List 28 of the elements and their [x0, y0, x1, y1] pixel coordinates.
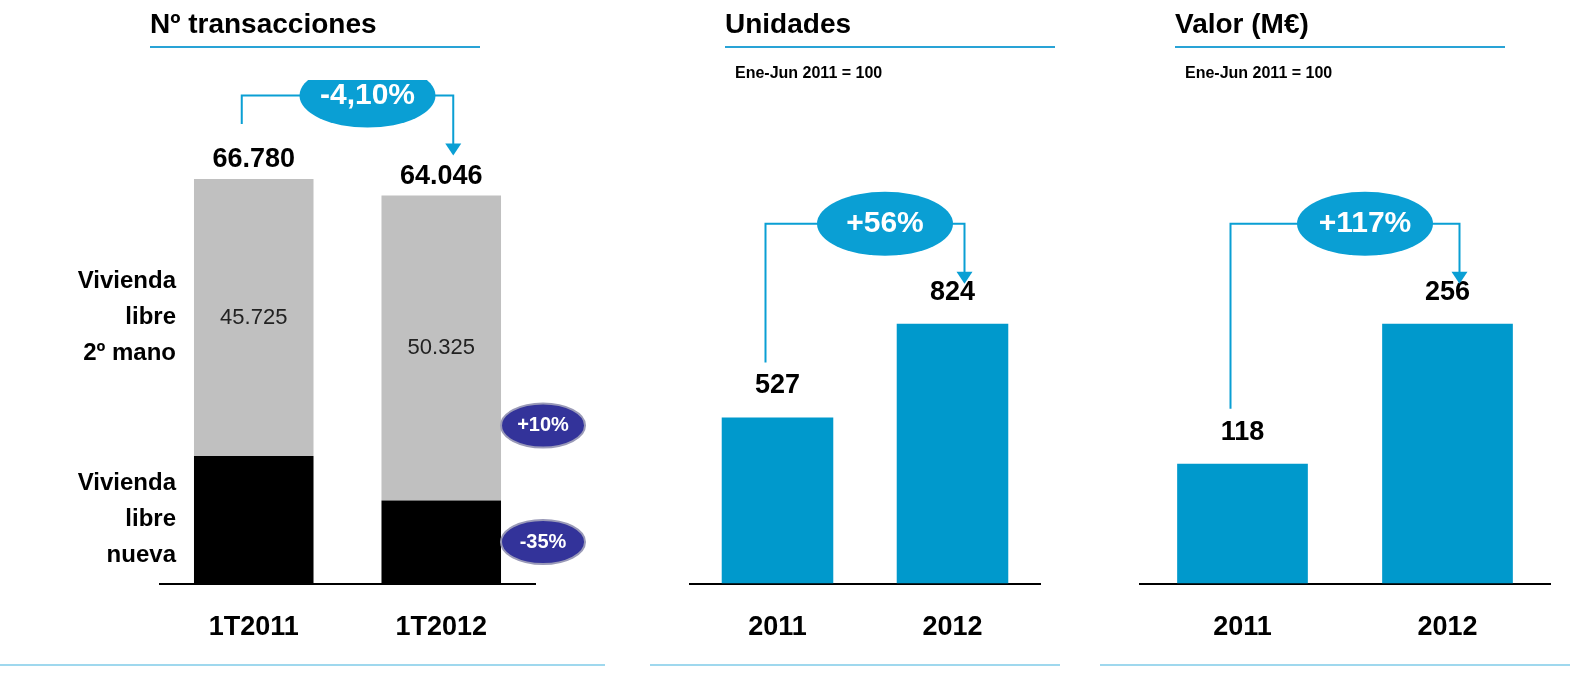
data-label: 45.725	[220, 303, 288, 329]
data-label: 256	[1424, 275, 1471, 306]
x-tick-label: 2011	[1213, 611, 1272, 642]
data-label: 527	[754, 369, 801, 400]
series-label: Vivienda libre 2º mano	[77, 266, 177, 366]
series-label: Vivienda libre nueva	[77, 468, 177, 568]
annotation: -35%	[519, 529, 567, 552]
text: +56%	[846, 205, 924, 239]
total-label: 64.046	[399, 159, 483, 190]
annotation: +10%	[517, 412, 570, 435]
x-tick-label: 2012	[922, 611, 983, 642]
chart-subtitle: Ene-Jun 2011 = 100	[735, 64, 883, 82]
total-label: 66.780	[212, 142, 296, 173]
text: +117%	[1318, 205, 1412, 239]
data-label: 824	[929, 275, 976, 306]
data-label: 118	[1220, 415, 1265, 446]
chart-title: Nº transacciones	[150, 8, 480, 48]
x-tick-label: 2011	[748, 611, 807, 642]
x-tick-label: 1T2011	[208, 611, 299, 642]
data-label: 50.325	[407, 334, 475, 360]
bar	[381, 195, 502, 501]
chart-title: Valor (M€)	[1175, 8, 1505, 48]
chart-subtitle: Ene-Jun 2011 = 100	[1185, 64, 1333, 82]
x-tick-label: 1T2012	[395, 611, 488, 642]
chart-title: Unidades	[725, 8, 1055, 48]
text: -4,10%	[319, 76, 416, 110]
x-tick-label: 2012	[1417, 611, 1478, 642]
bar	[193, 179, 314, 457]
